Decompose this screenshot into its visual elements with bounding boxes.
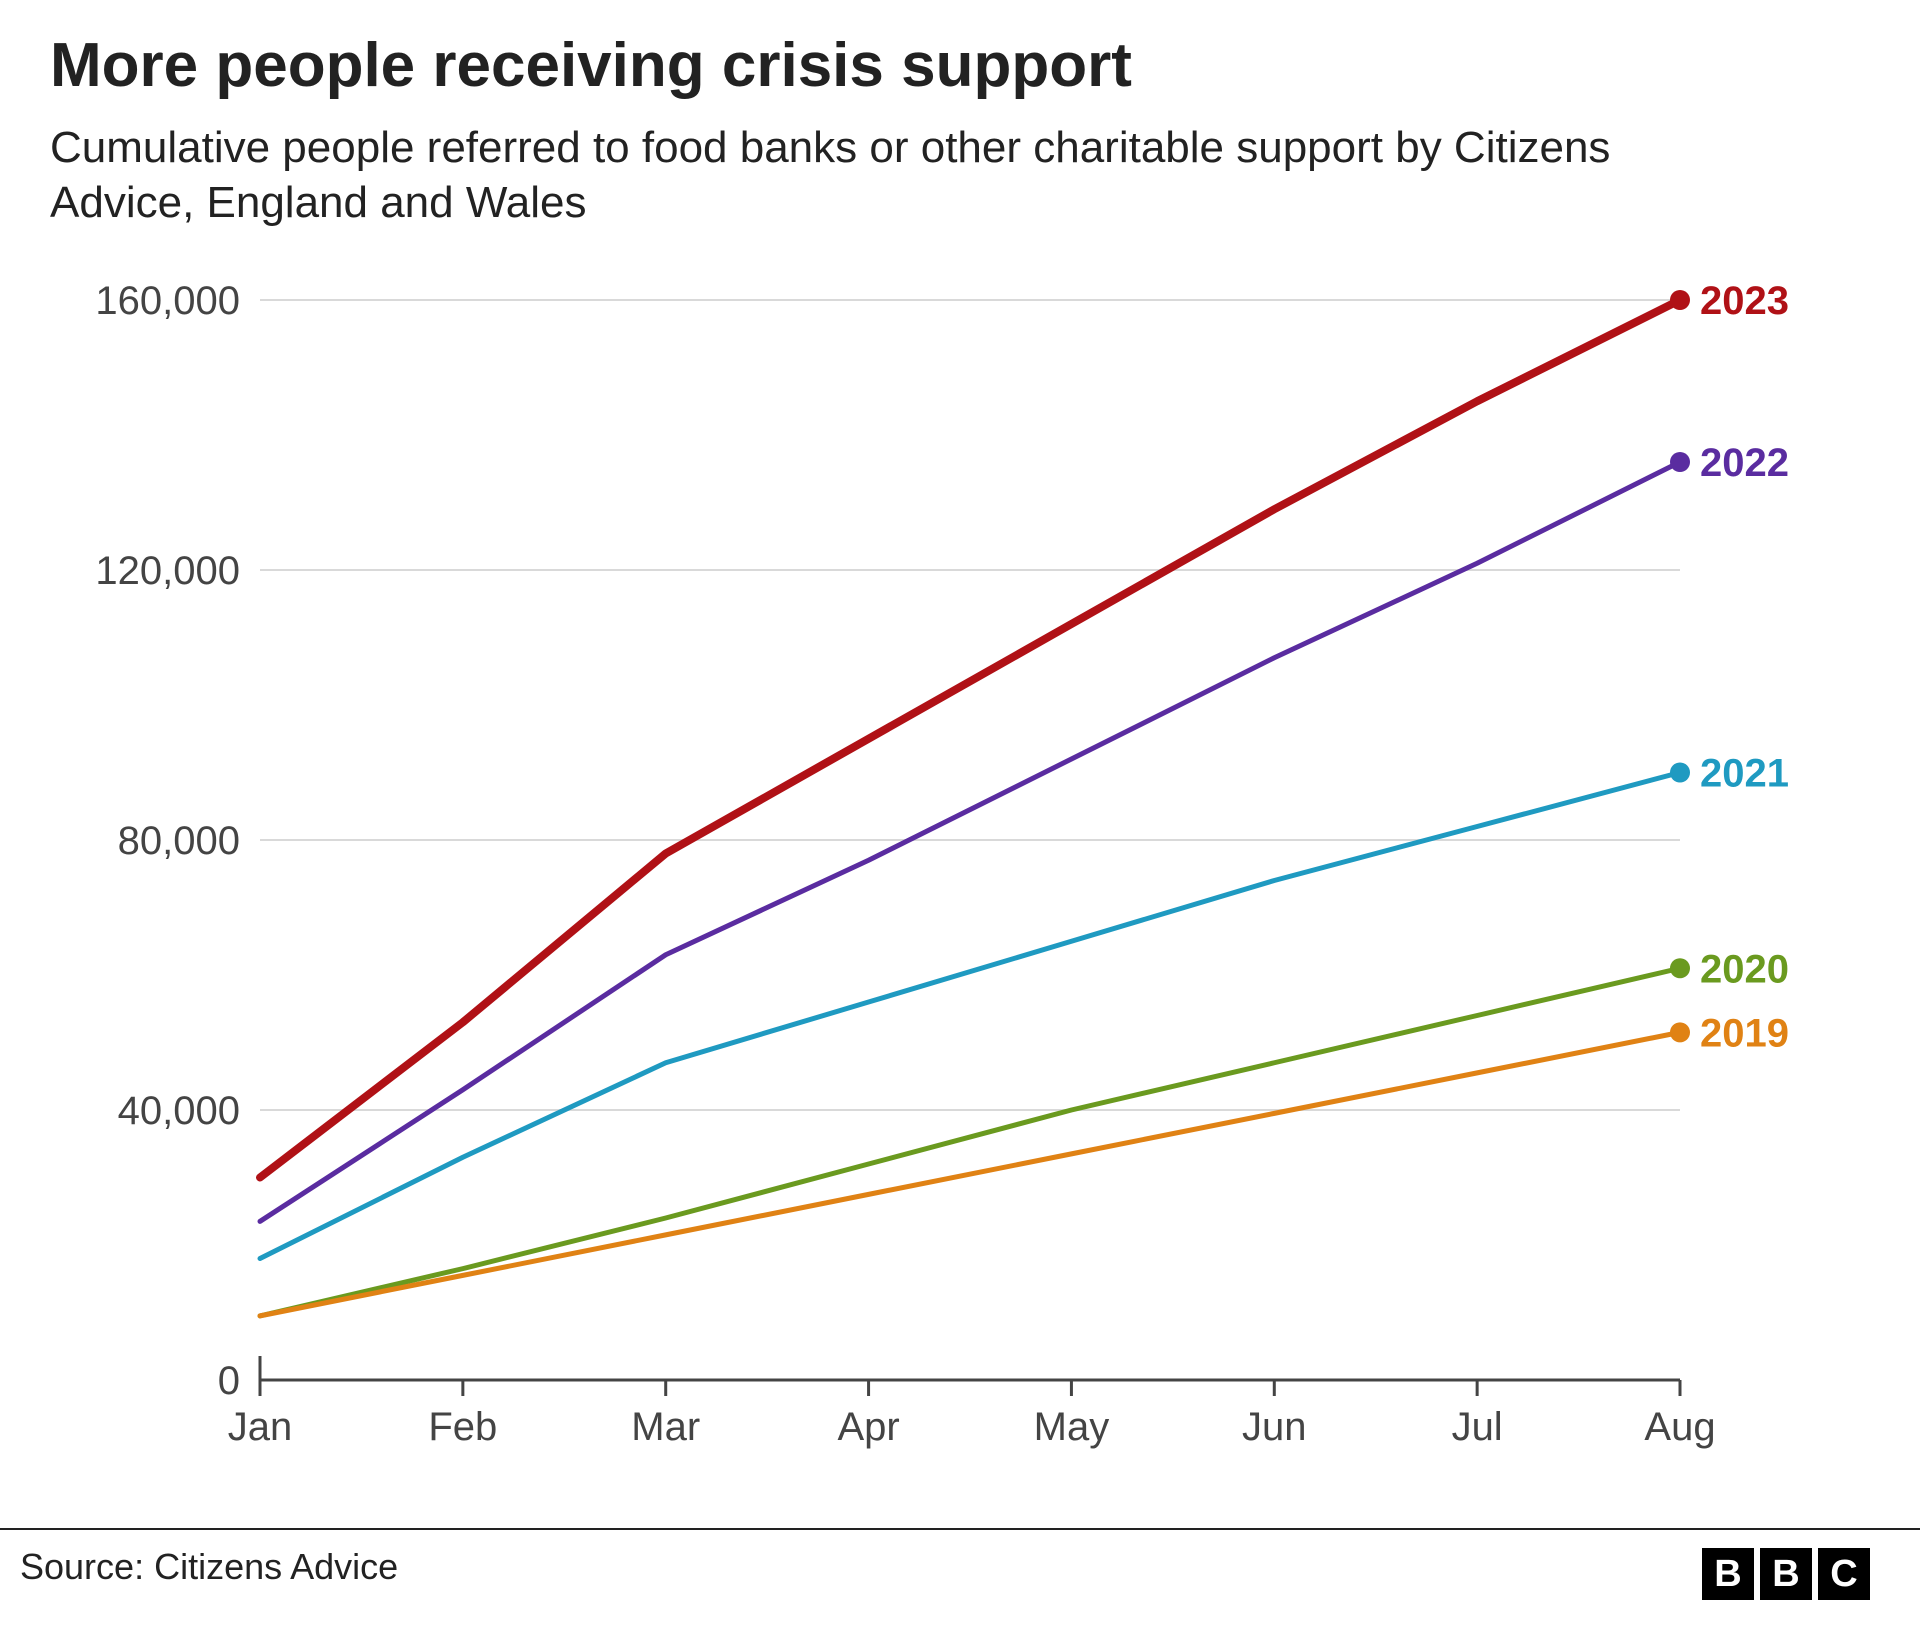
source-text: Source: Citizens Advice (20, 1546, 398, 1588)
y-tick-label: 40,000 (118, 1089, 240, 1133)
series-label-2023: 2023 (1700, 280, 1789, 323)
x-tick-label: Jun (1242, 1405, 1307, 1449)
x-tick-label: Jan (228, 1405, 293, 1449)
series-end-marker-2019 (1670, 1022, 1690, 1042)
bbc-logo-block: B (1702, 1548, 1754, 1600)
x-tick-label: May (1034, 1405, 1110, 1449)
chart-container: More people receiving crisis support Cum… (0, 0, 1920, 1650)
y-tick-label: 0 (218, 1359, 240, 1403)
y-tick-label: 80,000 (118, 819, 240, 863)
chart-title: More people receiving crisis support (50, 30, 1132, 101)
series-label-2019: 2019 (1700, 1011, 1789, 1055)
bbc-logo-block: C (1818, 1548, 1870, 1600)
bbc-logo: B B C (1702, 1548, 1870, 1600)
series-line-2022 (260, 462, 1680, 1221)
y-tick-label: 160,000 (95, 280, 240, 323)
series-label-2022: 2022 (1700, 441, 1789, 485)
x-tick-label: Apr (837, 1405, 899, 1449)
series-end-marker-2021 (1670, 763, 1690, 783)
x-tick-label: Jul (1452, 1405, 1503, 1449)
series-label-2021: 2021 (1700, 752, 1789, 796)
line-chart-svg: 0 40,000 80,000 120,000 160,000 Jan Feb Mar Apr M… (50, 280, 1870, 1510)
x-tick-label: Aug (1644, 1405, 1715, 1449)
x-tick-label: Mar (631, 1405, 700, 1449)
series-end-marker-2023 (1670, 290, 1690, 310)
footer-divider (0, 1528, 1920, 1530)
series-line-2019 (260, 1032, 1680, 1316)
series-label-2020: 2020 (1700, 947, 1789, 991)
series-end-marker-2022 (1670, 452, 1690, 472)
x-tick-label: Feb (428, 1405, 497, 1449)
series-line-2020 (260, 968, 1680, 1316)
y-tick-label: 120,000 (95, 549, 240, 593)
bbc-logo-block: B (1760, 1548, 1812, 1600)
series-line-2023 (260, 300, 1680, 1178)
chart-plot-area: 0 40,000 80,000 120,000 160,000 Jan Feb Mar Apr M… (50, 280, 1870, 1510)
series-end-marker-2020 (1670, 958, 1690, 978)
chart-subtitle: Cumulative people referred to food banks… (50, 120, 1750, 230)
